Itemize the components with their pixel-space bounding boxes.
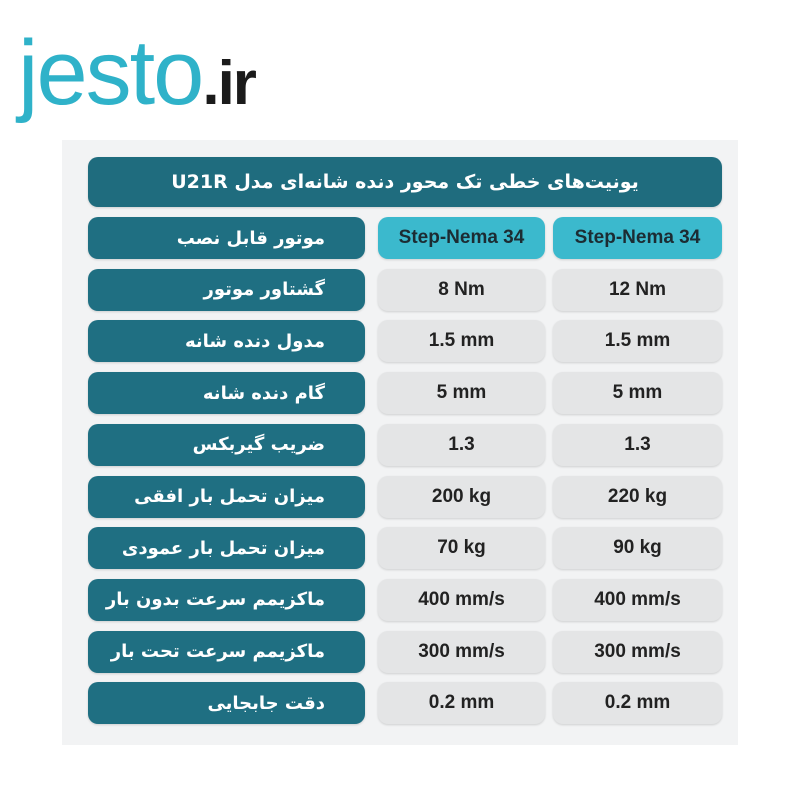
value-cell: 12 Nm [553,268,722,311]
value-cell: 1.3 [378,423,545,466]
value-cell: Step-Nema 34 [378,217,545,259]
logo-suffix: .ir [202,49,257,118]
row-label: مدول دنده شانه [88,320,365,363]
row-label: میزان تحمل بار عمودی [88,527,365,570]
value-cell: 8 Nm [378,268,545,311]
value-cell: 300 mm/s [378,630,545,673]
row-label: گام دنده شانه [88,372,365,415]
value-cell: 5 mm [553,372,722,415]
row-label: گشتاور موتور [88,268,365,311]
value-cell: 90 kg [553,527,722,570]
row-label: میزان تحمل بار افقی [88,475,365,518]
row-label: ماکزیمم سرعت بدون بار [88,578,365,621]
value-cell: 200 kg [378,475,545,518]
value-cell: 5 mm [378,372,545,415]
table-title: یونیت‌های خطی تک محور دنده شانه‌ای مدل U… [88,157,722,207]
logo-name: jesto [18,22,204,124]
value-cell: 1.3 [553,423,722,466]
value-cell: Step-Nema 34 [553,217,722,259]
logo: jesto.ir [18,18,257,139]
row-label: موتور قابل نصب [88,217,365,259]
row-label: دقت جابجایی [88,682,365,725]
value-cell: 1.5 mm [378,320,545,363]
value-cell: 0.2 mm [553,682,722,725]
value-cell: 300 mm/s [553,630,722,673]
value-cell: 400 mm/s [378,578,545,621]
row-label: ماکزیمم سرعت تحت بار [88,630,365,673]
value-cell: 0.2 mm [378,682,545,725]
row-label: ضریب گیربکس [88,423,365,466]
value-cell: 70 kg [378,527,545,570]
value-cell: 1.5 mm [553,320,722,363]
value-cell: 400 mm/s [553,578,722,621]
value-cell: 220 kg [553,475,722,518]
